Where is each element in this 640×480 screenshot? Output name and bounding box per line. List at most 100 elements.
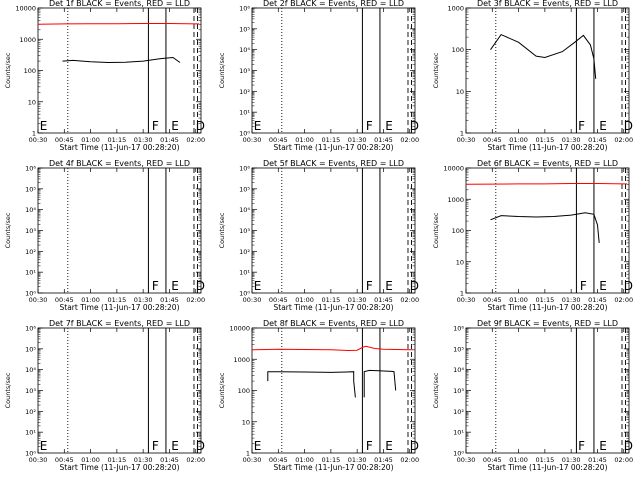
x-tick-label: 01:30: [562, 136, 581, 144]
panel-det-8: Det 8f BLACK = Events, RED = LLD 00:30 00:…: [218, 319, 419, 472]
x-tick-label: 01:15: [108, 136, 127, 144]
x-tick-label: 01:30: [134, 296, 153, 304]
event-marker-label: D: [196, 119, 205, 133]
x-tick-label: 02:00: [186, 296, 205, 304]
y-tick-label: 10: [28, 98, 36, 106]
y-tick-label: 10000: [15, 5, 36, 13]
x-axis-label: Start Time (11-Jun-17 00:28:20): [488, 143, 608, 152]
y-tick-label: 100: [24, 67, 36, 75]
plot-frame: [251, 167, 416, 294]
y-tick-label: 10³: [239, 67, 250, 75]
event-marker-label: E: [171, 279, 179, 293]
y-tick-label: 10000: [443, 165, 464, 173]
y-tick-label: 10²: [239, 88, 250, 96]
x-tick-label: 00:30: [29, 296, 48, 304]
event-marker-label: E: [599, 119, 607, 133]
x-tick-label: 00:30: [243, 136, 262, 144]
panel-det-9: Det 9f BLACK = Events, RED = LLD 00:30 00:…: [432, 319, 633, 472]
event-marker-label: D: [196, 439, 205, 453]
y-tick-label: 10⁰: [239, 290, 250, 298]
y-tick-label: 1: [460, 290, 464, 298]
y-tick-label: 10⁶: [25, 325, 36, 333]
panel-det-5: Det 5f BLACK = Events, RED = LLD 00:30 00:…: [218, 159, 419, 312]
x-axis-label: Start Time (11-Jun-17 00:28:20): [274, 463, 394, 472]
event-marker-label: E: [254, 279, 262, 293]
x-tick-label: 01:30: [348, 296, 367, 304]
panel-det-7: Det 7f BLACK = Events, RED = LLD 00:30 00:…: [4, 319, 205, 472]
chart-title: Det 7f BLACK = Events, RED = LLD: [49, 319, 190, 328]
x-tick-label: 01:15: [108, 456, 127, 464]
y-tick-label: 100: [238, 387, 250, 395]
y-tick-label: 1000: [233, 356, 250, 364]
y-axis-label: Counts/sec: [432, 52, 440, 88]
y-tick-label: 10⁵: [453, 345, 464, 353]
y-tick-label: 10: [456, 258, 464, 266]
x-tick-label: 01:00: [509, 136, 528, 144]
x-tick-label: 00:30: [243, 456, 262, 464]
event-marker-label: F: [366, 439, 373, 453]
y-tick-label: 10¹: [239, 109, 250, 117]
y-tick-label: 10²: [25, 408, 36, 416]
y-tick-label: 10⁴: [239, 46, 250, 54]
y-tick-label: 10⁶: [239, 165, 250, 173]
y-tick-label: 10⁰: [25, 290, 36, 298]
y-tick-label: 10000: [229, 325, 250, 333]
y-tick-label: 10⁶: [25, 165, 36, 173]
y-axis-label: Counts/sec: [4, 372, 12, 408]
events-series-line: [490, 33, 597, 79]
chart-title: Det 6f BLACK = Events, RED = LLD: [477, 159, 618, 168]
plot-frame: [37, 327, 202, 454]
y-tick-label: 1: [32, 130, 36, 138]
x-tick-label: 02:00: [400, 296, 419, 304]
y-tick-label: 10⁵: [25, 185, 36, 193]
y-axis-label: Counts/sec: [4, 212, 12, 248]
x-tick-label: 02:00: [400, 456, 419, 464]
event-marker-label: F: [152, 119, 159, 133]
x-tick-label: 01:00: [295, 296, 314, 304]
x-tick-label: 00:45: [483, 296, 502, 304]
y-tick-label: 10¹: [239, 269, 250, 277]
event-marker-label: D: [624, 279, 633, 293]
y-tick-label: 10⁵: [239, 25, 250, 33]
plot-frame: [465, 7, 630, 134]
x-tick-label: 01:30: [562, 456, 581, 464]
x-tick-label: 00:45: [483, 136, 502, 144]
y-tick-label: 1: [246, 450, 250, 458]
x-tick-label: 02:00: [186, 136, 205, 144]
plot-frame: [465, 167, 630, 294]
event-marker-label: E: [171, 439, 179, 453]
x-tick-label: 00:45: [269, 296, 288, 304]
x-tick-label: 02:00: [186, 456, 205, 464]
y-tick-label: 10⁴: [239, 206, 250, 214]
y-axis-label: Counts/sec: [432, 372, 440, 408]
chart-title: Det 3f BLACK = Events, RED = LLD: [477, 0, 618, 8]
y-tick-label: 1000: [447, 196, 464, 204]
y-tick-label: 10⁴: [453, 366, 464, 374]
y-tick-label: 10⁰: [239, 130, 250, 138]
lld-series-line: [251, 345, 414, 352]
x-tick-label: 02:00: [614, 136, 633, 144]
lld-series-line: [465, 183, 628, 185]
x-tick-label: 01:15: [536, 456, 555, 464]
y-tick-label: 10³: [239, 227, 250, 235]
y-tick-label: 10⁴: [25, 366, 36, 374]
x-tick-label: 01:00: [81, 136, 100, 144]
x-tick-label: 01:30: [562, 296, 581, 304]
event-marker-label: F: [152, 439, 159, 453]
plot-frame: [465, 327, 630, 454]
plot-frame: [37, 167, 202, 294]
x-tick-label: 01:45: [160, 136, 179, 144]
x-tick-label: 01:45: [588, 296, 607, 304]
event-marker-label: E: [599, 439, 607, 453]
x-tick-label: 01:00: [295, 456, 314, 464]
event-marker-label: E: [40, 439, 48, 453]
x-tick-label: 00:30: [457, 456, 476, 464]
panel-det-1: Det 1f BLACK = Events, RED = LLD 00:30 00:…: [4, 0, 205, 152]
event-marker-label: D: [410, 439, 419, 453]
x-tick-label: 00:45: [483, 456, 502, 464]
x-axis-label: Start Time (11-Jun-17 00:28:20): [60, 303, 180, 312]
x-tick-label: 01:30: [134, 456, 153, 464]
x-tick-label: 00:30: [29, 136, 48, 144]
y-axis-label: Counts/sec: [432, 212, 440, 248]
